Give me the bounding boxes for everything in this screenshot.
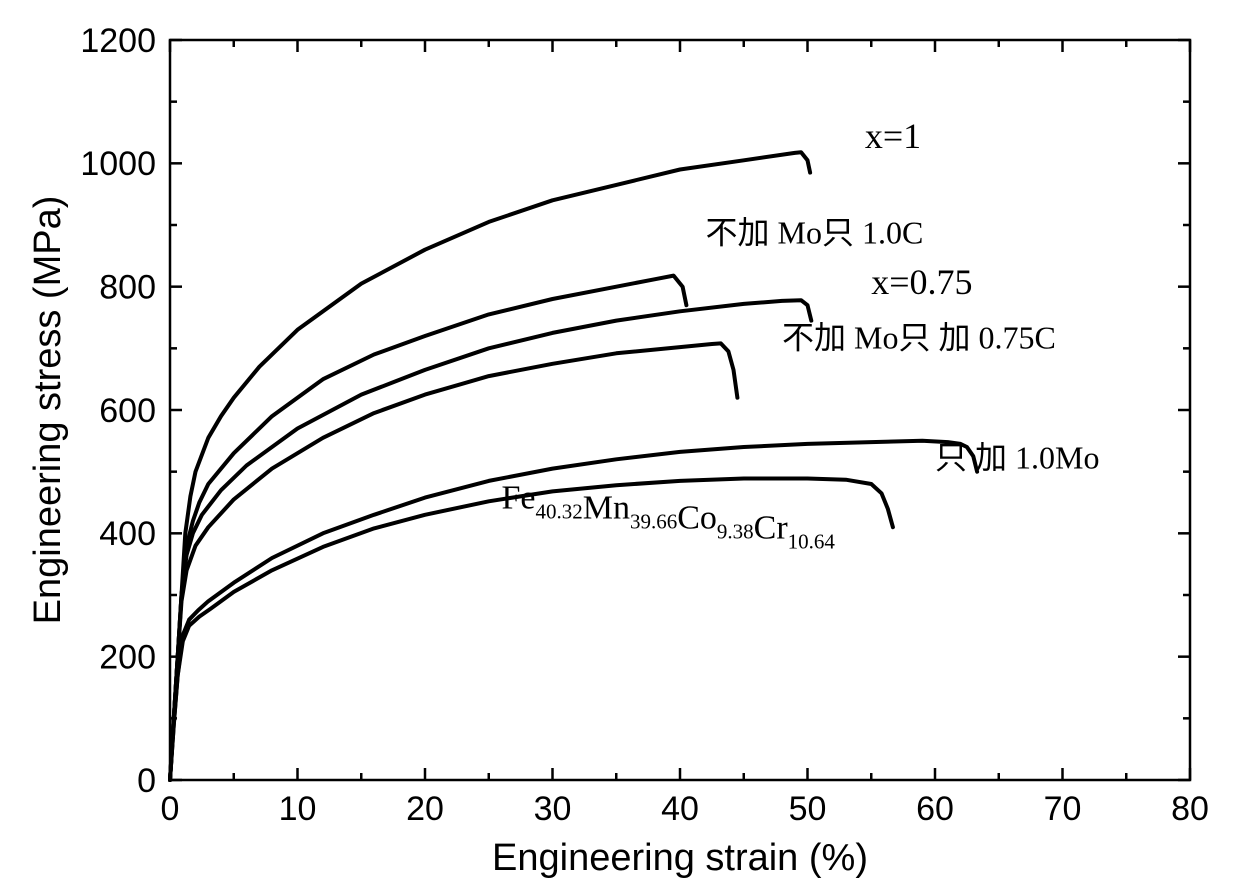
y-tick-label: 0: [137, 762, 156, 800]
y-tick-label: 400: [99, 515, 156, 553]
annotation-a_Mo10: 只 加 1.0Mo: [935, 440, 1099, 476]
x-tick-label: 20: [406, 790, 444, 828]
annotation-a_x1: x=1: [865, 116, 921, 156]
x-tick-label: 70: [1044, 790, 1082, 828]
stress-strain-chart: 01020304050607080020040060080010001200En…: [0, 0, 1240, 886]
series-curve: [170, 343, 737, 780]
y-tick-label: 1200: [80, 22, 156, 60]
x-tick-label: 30: [534, 790, 572, 828]
annotation-a_noMo10: 不加 Mo只 1.0C: [706, 215, 924, 251]
y-axis-title: Engineering stress (MPa): [27, 196, 69, 625]
x-tick-label: 60: [916, 790, 954, 828]
series-curve: [170, 441, 977, 780]
y-tick-label: 1000: [80, 145, 156, 183]
annotation-a_noMo075: 不加 Mo只 加 0.75C: [782, 319, 1056, 355]
annotation-a_x075: x=0.75: [871, 262, 972, 302]
y-tick-label: 200: [99, 639, 156, 677]
series-curve: [170, 300, 811, 780]
y-tick-label: 800: [99, 269, 156, 307]
x-tick-label: 10: [279, 790, 317, 828]
y-tick-label: 600: [99, 392, 156, 430]
x-tick-label: 40: [661, 790, 699, 828]
x-tick-label: 50: [789, 790, 827, 828]
series-curve: [170, 276, 686, 780]
chart-svg: 01020304050607080020040060080010001200En…: [0, 0, 1240, 886]
x-axis-title: Engineering strain (%): [492, 837, 868, 879]
x-tick-label: 0: [161, 790, 180, 828]
x-tick-label: 80: [1171, 790, 1209, 828]
plot-frame: [170, 40, 1190, 780]
